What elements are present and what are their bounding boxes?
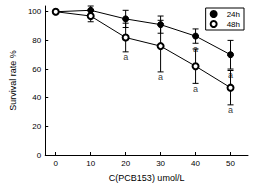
svg-text:40: 40 xyxy=(191,159,200,168)
svg-text:a: a xyxy=(228,105,233,115)
svg-text:20: 20 xyxy=(121,159,130,168)
svg-text:40: 40 xyxy=(32,93,41,102)
svg-text:50: 50 xyxy=(226,159,235,168)
svg-text:C(PCB153) umol/L: C(PCB153) umol/L xyxy=(109,173,185,183)
svg-text:0: 0 xyxy=(37,151,42,160)
svg-text:Survival rate %: Survival rate % xyxy=(8,50,18,111)
svg-text:60: 60 xyxy=(32,65,41,74)
svg-text:a: a xyxy=(123,52,128,62)
svg-text:80: 80 xyxy=(32,36,41,45)
svg-text:a: a xyxy=(228,70,233,80)
svg-text:30: 30 xyxy=(156,159,165,168)
svg-text:48h: 48h xyxy=(227,20,240,29)
svg-text:a: a xyxy=(193,44,198,54)
svg-text:20: 20 xyxy=(32,122,41,131)
svg-text:0: 0 xyxy=(54,159,59,168)
svg-text:a: a xyxy=(193,84,198,94)
svg-text:100: 100 xyxy=(28,7,42,16)
svg-text:10: 10 xyxy=(86,159,95,168)
svg-text:24h: 24h xyxy=(227,10,240,19)
svg-text:a: a xyxy=(158,72,163,82)
